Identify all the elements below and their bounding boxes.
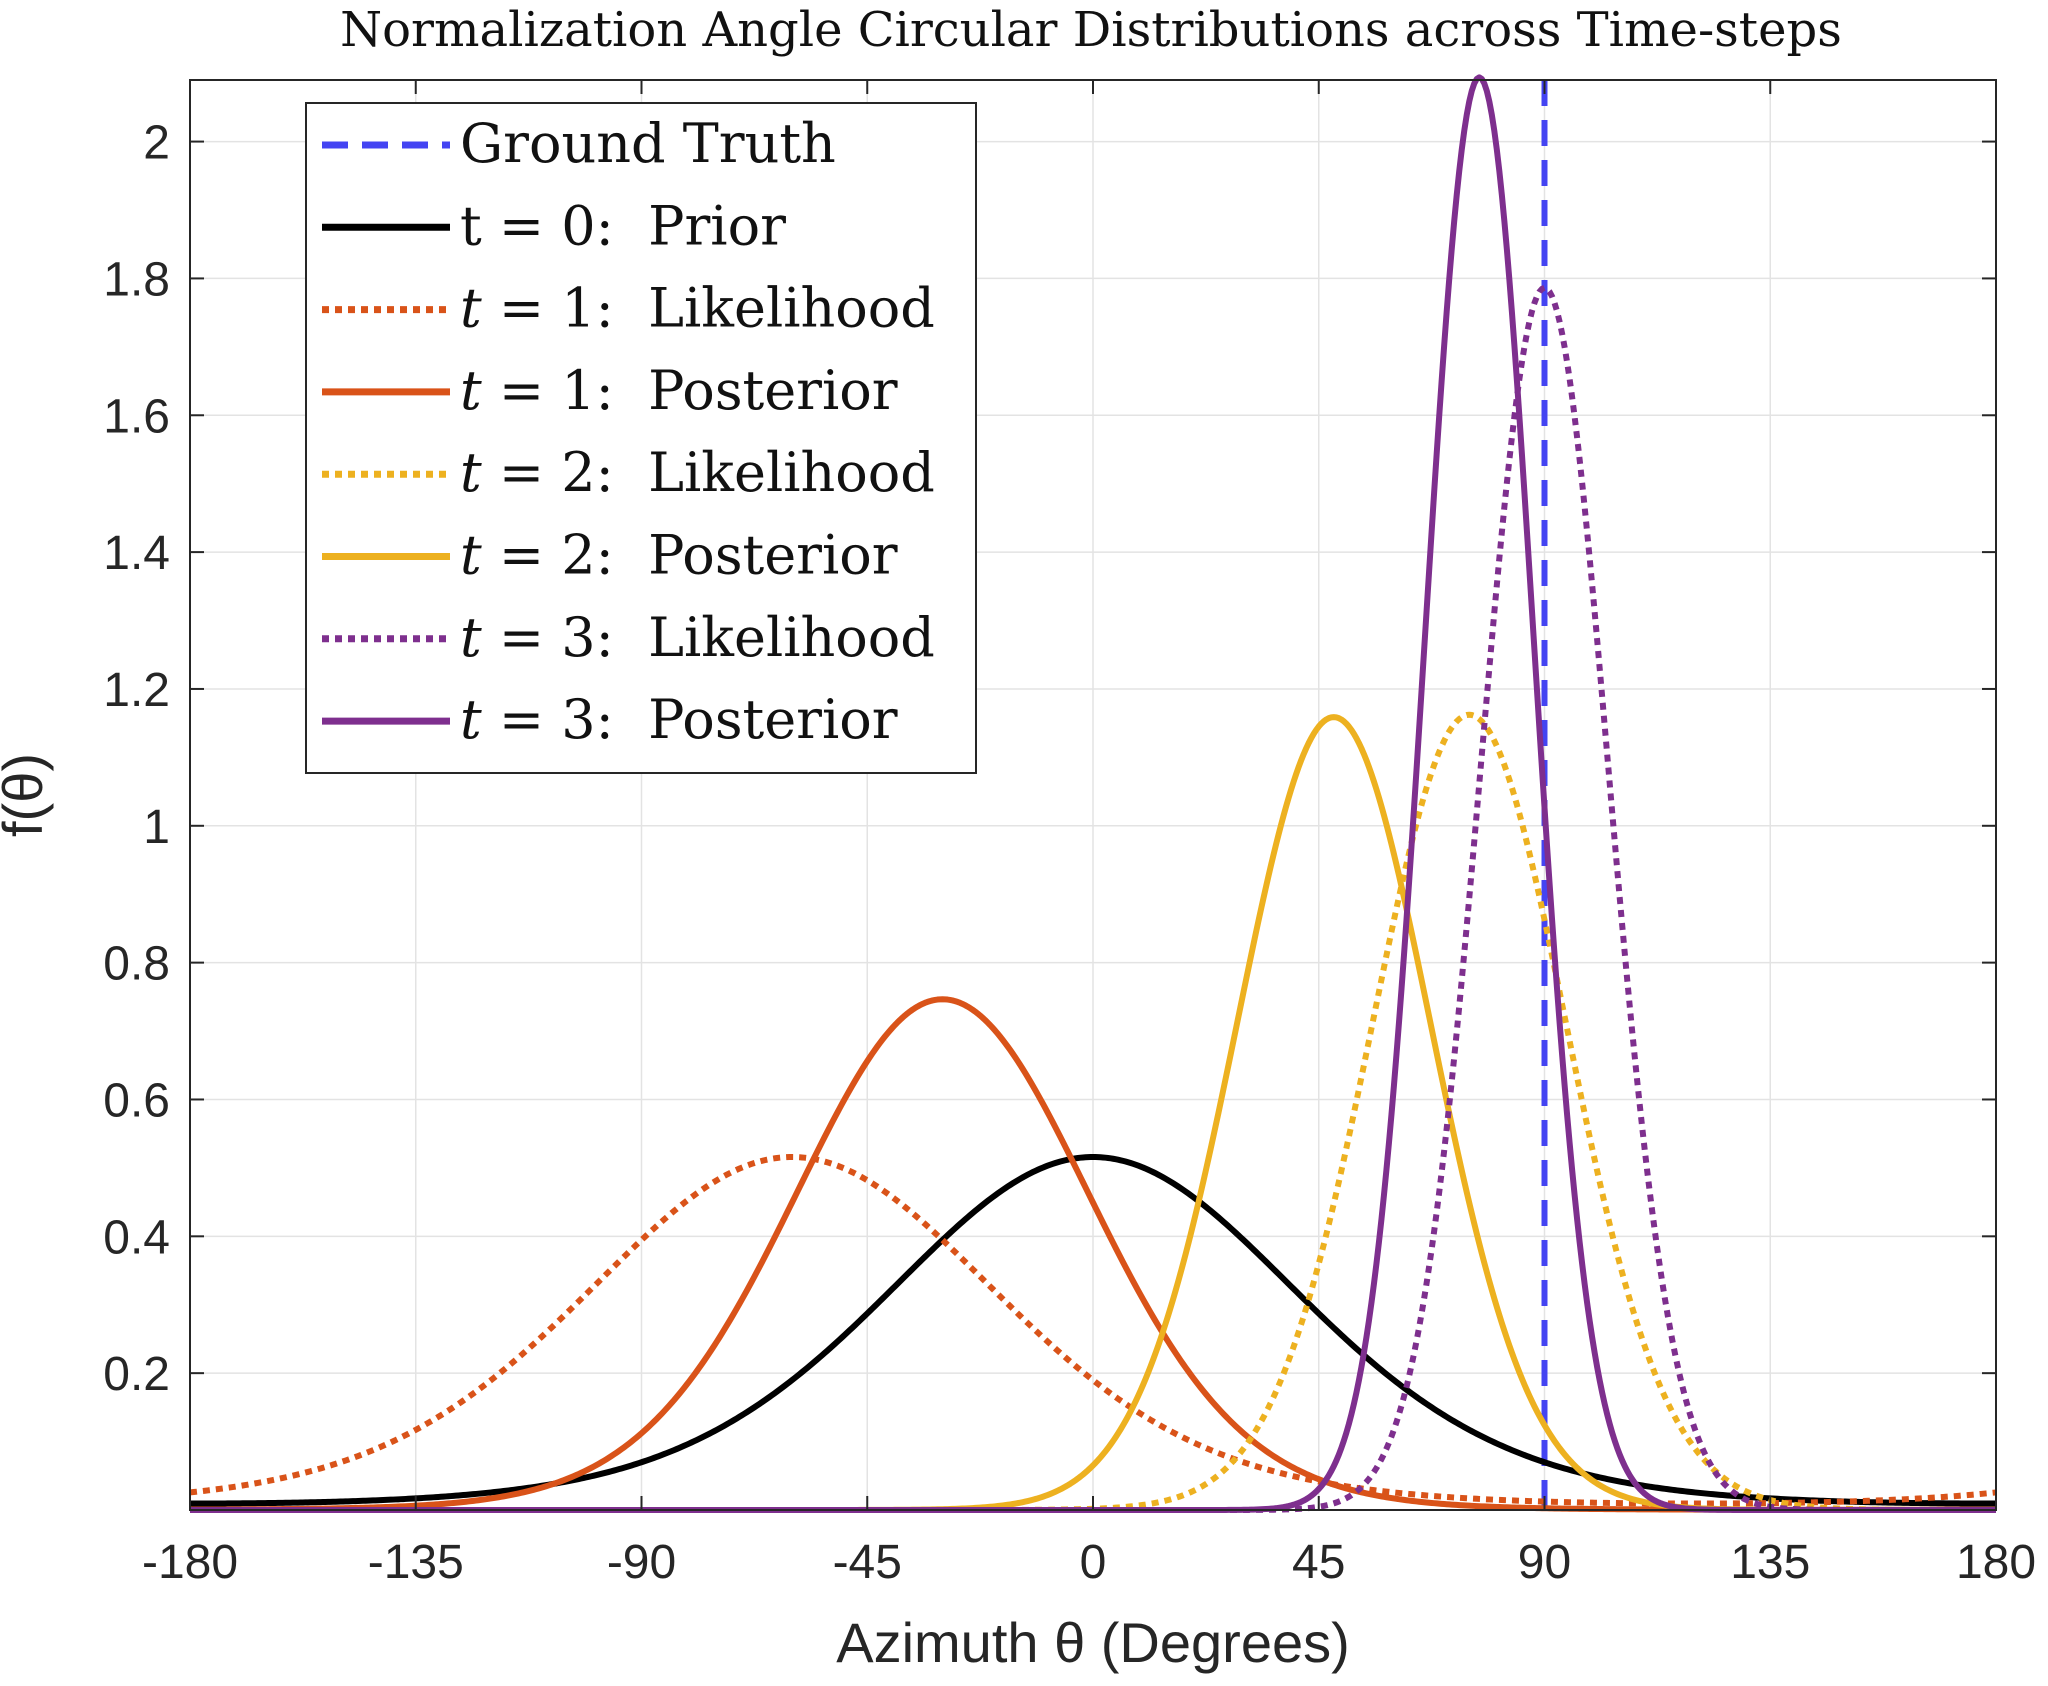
x-axis-label: Azimuth θ (Degrees): [836, 1611, 1350, 1674]
series-line-t-1-likelihood: [189, 1154, 1997, 1507]
series-line-t-0-prior: [189, 1154, 1997, 1507]
axes: [189, 79, 1997, 1511]
legend-label-t-1-posterior: t = 1: Posterior: [460, 359, 898, 422]
legend-label-variable: t: [460, 359, 482, 422]
x-tick-label-45: 45: [1292, 1536, 1345, 1589]
x-tick-label-90: -90: [607, 1536, 676, 1589]
legend-label-variable: t: [460, 606, 482, 669]
y-tick-label-1: 1: [143, 801, 170, 854]
y-axis-label: f(θ): [0, 753, 54, 837]
y-tick-label-0-8: 0.8: [103, 938, 170, 991]
legend-label-variable: t: [460, 277, 482, 340]
legend-label-text: = 2: Likelihood: [482, 441, 935, 504]
x-tick-label-45: -45: [833, 1536, 902, 1589]
legend-label-text: = 2: Posterior: [482, 524, 898, 587]
legend-label-text: = 1: Likelihood: [482, 277, 935, 340]
legend-label-text: = 3: Likelihood: [482, 606, 935, 669]
legend-label-text: = 1: Posterior: [482, 359, 898, 422]
legend-label-t-2-likelihood: t = 2: Likelihood: [460, 441, 935, 504]
y-tick-label-1-8: 1.8: [103, 253, 170, 306]
y-tick-label-2: 2: [143, 117, 170, 170]
x-tick-label-135: 135: [1730, 1536, 1810, 1589]
chart-title: Normalization Angle Circular Distributio…: [340, 2, 1842, 58]
y-tick-label-1-2: 1.2: [103, 664, 170, 717]
x-tick-label-135: -135: [368, 1536, 464, 1589]
legend-label-text: Ground Truth: [460, 112, 836, 175]
legend-label-text: t = 0: Prior: [460, 194, 786, 257]
legend-label-t-0-prior: t = 0: Prior: [460, 194, 786, 257]
legend-label-variable: t: [460, 441, 482, 504]
y-tick-label-0-2: 0.2: [103, 1348, 170, 1401]
x-tick-label-180: 180: [1956, 1536, 2036, 1589]
y-tick-label-0-6: 0.6: [103, 1074, 170, 1127]
legend-label-t-3-likelihood: t = 3: Likelihood: [460, 606, 935, 669]
legend-label-t-3-posterior: t = 3: Posterior: [460, 688, 898, 751]
x-tick-label-180: -180: [142, 1536, 238, 1589]
legend-box: [305, 102, 977, 774]
x-tick-label-0: 0: [1080, 1536, 1107, 1589]
tick-labels: -180 -135 -90 -45 0 45 90 135 180 0.2 0.4 0.6 0.8 1 1.…: [103, 117, 2036, 1589]
legend: Ground Truth t = 0: Prior t = 1: Likelihoo…: [305, 102, 977, 774]
legend-label-ground-truth: Ground Truth: [460, 112, 836, 175]
y-tick-label-1-4: 1.4: [103, 527, 170, 580]
y-tick-label-0-4: 0.4: [103, 1211, 170, 1264]
legend-label-variable: t: [460, 688, 482, 751]
x-tick-label-90: 90: [1518, 1536, 1571, 1589]
legend-label-t-2-posterior: t = 2: Posterior: [460, 524, 898, 587]
legend-label-text: = 3: Posterior: [482, 688, 898, 751]
legend-label-variable: t: [460, 524, 482, 587]
legend-label-t-1-likelihood: t = 1: Likelihood: [460, 277, 935, 340]
y-tick-label-1-6: 1.6: [103, 390, 170, 443]
